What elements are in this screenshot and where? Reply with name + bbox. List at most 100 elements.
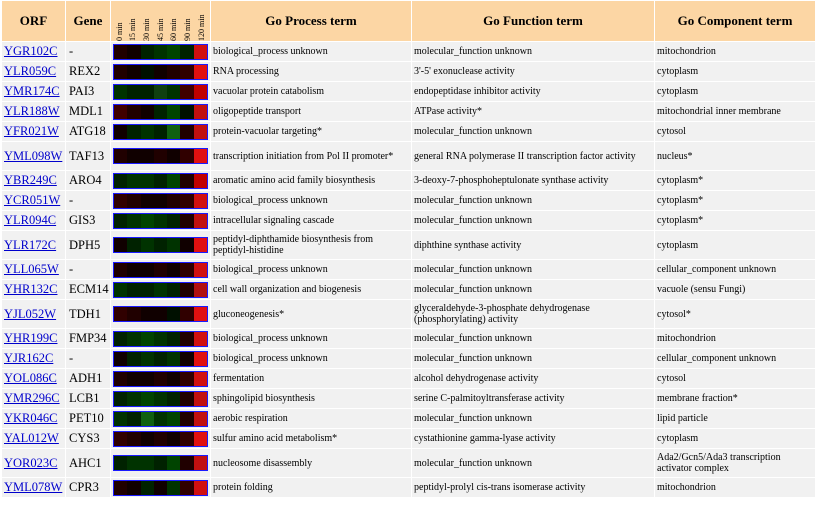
heatmap-square	[193, 104, 207, 119]
function-term-cell: 3-deoxy-7-phosphoheptulonate synthase ac…	[412, 171, 654, 190]
header-row: ORF Gene 0 min 15 min 30 min 45 min 60 min 90…	[2, 1, 815, 41]
heatmap-square	[193, 173, 207, 188]
heatmap-square	[114, 104, 128, 119]
function-term-cell: molecular_function unknown	[412, 409, 654, 428]
heatmap-square	[193, 456, 207, 470]
process-term-cell: cell wall organization and biogenesis	[211, 280, 411, 299]
orf-link[interactable]: YAL012W	[4, 431, 59, 445]
gene-cell: -	[66, 42, 110, 61]
gene-cell: MDL1	[66, 102, 110, 121]
function-term-cell: 3'-5' exonuclease activity	[412, 62, 654, 81]
heatmap-square	[153, 351, 168, 366]
orf-link[interactable]: YLR059C	[4, 64, 57, 78]
heatmap-square	[193, 331, 207, 346]
heatmap-square	[140, 104, 154, 119]
expression-heatmap-cell	[111, 429, 210, 448]
expression-heatmap-cell	[111, 389, 210, 408]
heatmap-square	[180, 480, 194, 495]
orf-link[interactable]: YOR023C	[4, 455, 58, 470]
heatmap-square	[167, 124, 181, 139]
component-term-cell: nucleus*	[655, 142, 815, 170]
table-row: YJR162C - biological_process unknown molecu…	[2, 349, 815, 368]
orf-cell: YLR188W	[2, 102, 65, 121]
process-term-cell: fermentation	[211, 369, 411, 388]
expression-heatmap	[113, 148, 208, 164]
orf-link[interactable]: YJR162C	[4, 351, 54, 365]
heatmap-square	[127, 64, 141, 79]
expression-heatmap	[113, 330, 208, 347]
component-term-cell: cytoplasm*	[655, 211, 815, 230]
orf-cell: YOL086C	[2, 369, 65, 388]
expression-heatmap-cell	[111, 191, 210, 210]
orf-cell: YLL065W	[2, 260, 65, 279]
heatmap-square	[127, 331, 141, 346]
table-row: YML078W CPR3 protein folding peptidyl-proly…	[2, 478, 815, 497]
component-header: Go Component term	[655, 1, 815, 41]
orf-link[interactable]: YLR094C	[4, 213, 57, 227]
orf-link[interactable]: YHR199C	[4, 331, 58, 345]
heatmap-square	[167, 431, 181, 446]
orf-link[interactable]: YLR188W	[4, 104, 60, 118]
process-term-cell: biological_process unknown	[211, 329, 411, 348]
orf-link[interactable]: YOL086C	[4, 371, 57, 385]
heatmap-square	[193, 480, 207, 495]
orf-link[interactable]: YHR132C	[4, 282, 58, 296]
orf-link[interactable]: YLR172C	[4, 237, 57, 252]
orf-link[interactable]: YML098W	[4, 148, 63, 163]
heatmap-square	[180, 84, 194, 99]
heatmap-square	[167, 351, 181, 366]
orf-link[interactable]: YJL052W	[4, 306, 57, 321]
function-term-cell: molecular_function unknown	[412, 211, 654, 230]
orf-cell: YML098W	[2, 142, 65, 170]
orf-link[interactable]: YCR051W	[4, 193, 61, 207]
timepoint-label: 30 min	[141, 18, 151, 41]
heatmap-square	[167, 104, 181, 119]
gene-cell: FMP34	[66, 329, 110, 348]
gene-cell: TDH1	[66, 300, 110, 328]
heatmap-square	[140, 371, 154, 386]
expression-heatmap	[113, 410, 208, 427]
heatmap-square	[140, 456, 154, 470]
expression-heatmap-cell	[111, 62, 210, 81]
process-term-cell: biological_process unknown	[211, 349, 411, 368]
heatmap-square	[180, 238, 194, 252]
gene-cell: GIS3	[66, 211, 110, 230]
process-header: Go Process term	[211, 1, 411, 41]
function-term-cell: peptidyl-prolyl cis-trans isomerase acti…	[412, 478, 654, 497]
expression-heatmap-cell	[111, 102, 210, 121]
heatmap-square	[193, 307, 207, 321]
expression-heatmap-cell	[111, 211, 210, 230]
heatmap-square	[180, 282, 194, 297]
heatmap-square	[114, 238, 128, 252]
heatmap-square	[167, 149, 181, 163]
heatmap-square	[193, 411, 207, 426]
heatmap-square	[140, 213, 154, 228]
table-row: YLR059C REX2 RNA processing 3'-5' exonuclea…	[2, 62, 815, 81]
gene-cell: -	[66, 191, 110, 210]
function-term-cell: molecular_function unknown	[412, 329, 654, 348]
expression-heatmap-cell	[111, 260, 210, 279]
orf-link[interactable]: YGR102C	[4, 44, 58, 58]
process-term-cell: sphingolipid biosynthesis	[211, 389, 411, 408]
heatmap-square	[167, 64, 181, 79]
orf-cell: YFR021W	[2, 122, 65, 141]
orf-link[interactable]: YKR046C	[4, 411, 58, 425]
heatmap-square	[140, 193, 154, 208]
function-term-cell: molecular_function unknown	[412, 260, 654, 279]
expression-heatmap-cell	[111, 329, 210, 348]
heatmap-square	[153, 480, 168, 495]
orf-link[interactable]: YFR021W	[4, 124, 59, 138]
orf-link[interactable]: YMR296C	[4, 391, 60, 405]
orf-cell: YLR094C	[2, 211, 65, 230]
orf-link[interactable]: YML078W	[4, 480, 63, 494]
orf-link[interactable]: YBR249C	[4, 173, 57, 187]
heatmap-square	[180, 149, 194, 163]
function-term-cell: molecular_function unknown	[412, 280, 654, 299]
process-term-cell: aromatic amino acid family biosynthesis	[211, 171, 411, 190]
orf-link[interactable]: YMR174C	[4, 84, 60, 98]
expression-heatmap-cell	[111, 231, 210, 259]
table-row: YLR188W MDL1 oligopeptide transport ATPase …	[2, 102, 815, 121]
orf-link[interactable]: YLL065W	[4, 262, 59, 276]
expression-heatmap	[113, 237, 208, 253]
